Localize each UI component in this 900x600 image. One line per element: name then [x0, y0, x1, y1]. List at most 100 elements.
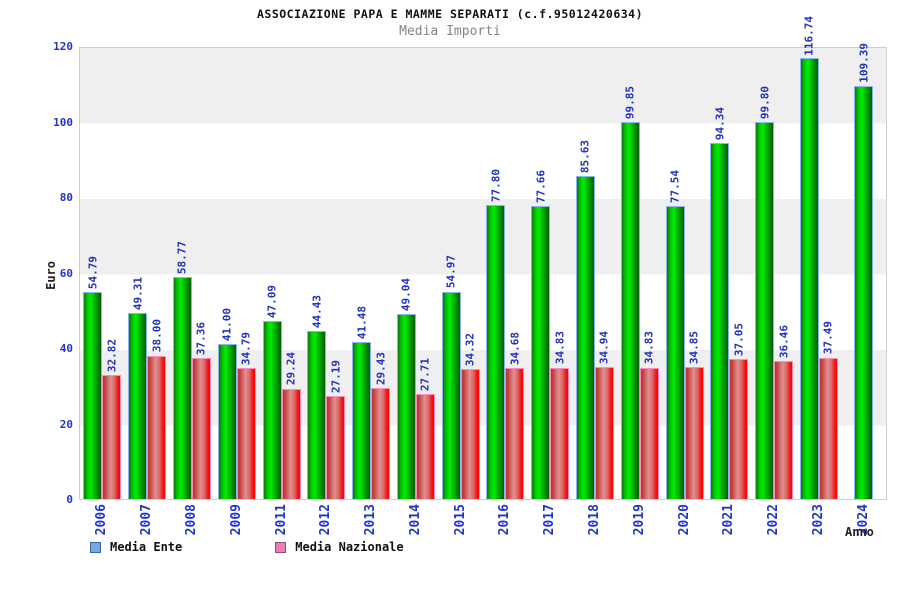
y-tick-label-120: 120	[53, 40, 73, 53]
bar-group-2023: 116.74 37.49 2023	[797, 16, 842, 535]
bar-media-ente-2011: 47.09	[262, 285, 282, 499]
bar-media-nazionale-2017: 34.83	[550, 331, 570, 499]
bar-media-ente-2018: 85.63	[575, 140, 595, 499]
legend-label-media-ente: Media Ente	[110, 540, 183, 554]
x-tick-label-2019: 2019	[631, 504, 647, 536]
bar-value-label: 77.66	[534, 169, 548, 203]
bar-media-ente-2024: 109.39	[854, 43, 874, 499]
bar-group-2018: 85.63 34.94 2018	[573, 48, 618, 535]
bar-media-ente-2019: 99.85	[620, 86, 640, 499]
bar-group-2009: 41.00 34.79 2009	[214, 48, 259, 535]
x-tick-label-2012: 2012	[318, 504, 334, 536]
bar-media-nazionale-2013: 29.43	[371, 352, 391, 499]
bar-value-label: 36.46	[777, 325, 791, 359]
bar-value-label: 34.68	[508, 331, 522, 366]
legend-swatch-media-nazionale-icon	[275, 541, 287, 553]
bar-value-label: 29.24	[284, 352, 298, 386]
bar-value-label: 41.00	[220, 308, 234, 342]
bar-value-label: 32.82	[105, 338, 119, 373]
bar-media-nazionale-2019: 34.83	[639, 331, 659, 499]
bar-media-ente-2017: 77.66	[531, 170, 551, 499]
bar-media-nazionale-2008: 37.36	[191, 322, 211, 499]
bar-value-label: 34.83	[553, 331, 567, 365]
x-tick-label-2006: 2006	[94, 504, 110, 536]
bar-media-ente-2009: 41.00	[217, 308, 237, 499]
bar-group-2020: 77.54 34.85 2020	[662, 48, 707, 535]
bar-media-nazionale-2023: 37.49	[818, 321, 838, 499]
bar-media-nazionale-2012: 27.19	[326, 360, 346, 499]
x-tick-label-2023: 2023	[810, 504, 826, 536]
bar-value-label: 41.48	[355, 306, 369, 340]
y-tick-label-0: 0	[66, 493, 73, 506]
bar-value-label: 27.19	[329, 360, 343, 394]
bar-group-2007: 49.31 38.00 2007	[125, 48, 170, 535]
bar-media-nazionale-2020: 34.85	[684, 331, 704, 499]
legend-swatch-media-ente-icon	[90, 541, 101, 553]
bar-group-2012: 44.43 27.19 2012	[304, 48, 349, 535]
x-tick-label-2007: 2007	[139, 504, 155, 536]
bar-media-ente-2006: 54.79	[83, 256, 103, 499]
bar-media-ente-2022: 99.80	[755, 86, 775, 499]
bar-value-label: 34.79	[239, 331, 253, 365]
bar-media-ente-2007: 49.31	[128, 277, 148, 499]
bar-media-nazionale-2021: 37.05	[729, 323, 749, 499]
bar-value-label: 58.77	[175, 240, 189, 275]
bar-media-nazionale-2009: 34.79	[236, 332, 256, 499]
x-tick-label-2022: 2022	[766, 504, 782, 536]
bar-media-ente-2014: 49.04	[396, 278, 416, 499]
bar-value-label: 47.09	[265, 285, 279, 319]
y-tick-label-20: 20	[59, 417, 73, 431]
bar-value-label: 54.97	[444, 255, 458, 289]
y-tick-label-100: 100	[53, 115, 73, 129]
bar-media-ente-2015: 54.97	[441, 255, 461, 499]
bar-value-label: 29.43	[374, 351, 388, 385]
bar-group-2022: 99.80 36.46 2022	[752, 48, 797, 535]
x-tick-label-2017: 2017	[542, 504, 558, 536]
bar-value-label: 94.34	[713, 106, 727, 140]
bar-value-label: 34.94	[597, 330, 611, 365]
bar-value-label: 99.80	[758, 86, 772, 120]
bar-group-2024: 109.39 2024	[841, 43, 886, 535]
bar-media-ente-2008: 58.77	[172, 241, 192, 499]
x-tick-label-2021: 2021	[721, 504, 737, 536]
bar-value-label: 38.00	[150, 319, 164, 353]
x-tick-label-2018: 2018	[586, 504, 602, 536]
bar-group-2008: 58.77 37.36 2008	[170, 48, 215, 535]
bar-media-nazionale-2015: 34.32	[460, 333, 480, 499]
bar-group-2011: 47.09 29.24 2011	[259, 48, 304, 535]
legend: Media Ente Media Nazionale	[90, 540, 404, 554]
legend-label-media-nazionale: Media Nazionale	[295, 540, 404, 554]
bar-media-nazionale-2006: 32.82	[102, 339, 122, 499]
bar-media-ente-2013: 41.48	[352, 306, 372, 499]
bar-media-ente-2016: 77.80	[486, 169, 506, 499]
bar-value-label: 34.83	[642, 331, 656, 365]
y-axis: 0 20 40 60 80 100 120	[0, 40, 73, 507]
x-tick-label-2008: 2008	[183, 504, 199, 536]
x-tick-label-2009: 2009	[228, 504, 244, 536]
bar-group-2017: 77.66 34.83 2017	[528, 48, 573, 535]
chart-title: ASSOCIAZIONE PAPA E MAMME SEPARATI (c.f.…	[256, 7, 644, 21]
x-tick-label-2020: 2020	[676, 504, 692, 536]
bar-group-2013: 41.48 29.43 2013	[349, 48, 394, 535]
bar-media-nazionale-2011: 29.24	[281, 352, 301, 499]
bar-value-label: 34.85	[687, 331, 701, 365]
bar-value-label: 44.43	[310, 295, 324, 329]
bar-media-ente-2021: 94.34	[710, 107, 730, 499]
bar-value-label: 37.05	[732, 322, 746, 357]
bar-value-label: 77.54	[668, 170, 682, 204]
bar-media-nazionale-2014: 27.71	[415, 358, 435, 499]
bar-value-label: 37.49	[821, 321, 835, 355]
x-tick-label-2016: 2016	[497, 504, 513, 536]
bar-media-nazionale-2016: 34.68	[505, 332, 525, 499]
y-tick-label-60: 60	[59, 266, 73, 280]
x-tick-label-2014: 2014	[407, 504, 423, 536]
x-tick-label-2011: 2011	[273, 504, 289, 536]
bar-media-ente-2012: 44.43	[307, 295, 327, 499]
bar-value-label: 34.32	[463, 333, 477, 367]
bar-value-label: 27.71	[418, 358, 432, 392]
bar-media-nazionale-2022: 36.46	[774, 325, 794, 499]
bar-media-ente-2023: 116.74	[799, 16, 819, 499]
bar-group-2006: 54.79 32.82 2006	[80, 48, 125, 535]
plot-area: 54.79 32.82 2006 49.31 38.00 2007 58.77 37.36 20…	[79, 16, 887, 535]
bar-media-ente-2020: 77.54	[665, 170, 685, 499]
